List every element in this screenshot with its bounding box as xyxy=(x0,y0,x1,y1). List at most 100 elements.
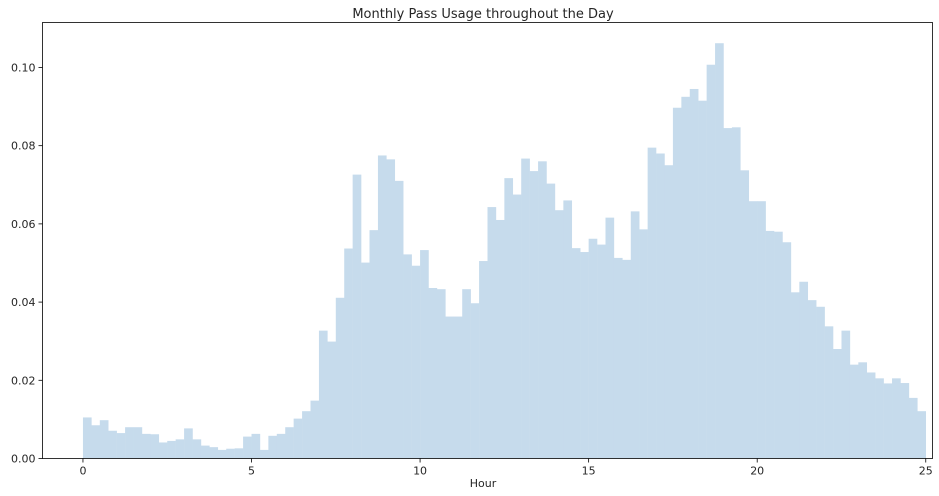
histogram-bar xyxy=(217,449,227,459)
histogram-bar xyxy=(757,201,766,459)
histogram-bar xyxy=(386,159,396,459)
plot-frame xyxy=(42,22,933,459)
histogram-bar xyxy=(917,411,927,459)
histogram-bar xyxy=(344,248,353,459)
histogram-bar xyxy=(420,250,429,459)
chart-title: Monthly Pass Usage throughout the Day xyxy=(352,7,614,22)
histogram-bar xyxy=(715,43,724,459)
histogram-bar xyxy=(799,281,809,459)
histogram-bar xyxy=(723,128,733,459)
histogram-bar xyxy=(335,297,345,459)
histogram-bar xyxy=(790,292,800,459)
histogram-bar xyxy=(125,427,134,459)
histogram-bar xyxy=(184,428,193,459)
histogram-bar xyxy=(428,288,438,459)
histogram-bar xyxy=(740,170,750,459)
histogram-bar xyxy=(639,229,648,459)
y-tick-label: 0.10 xyxy=(11,61,36,74)
histogram-bar xyxy=(605,217,615,459)
histogram-bar xyxy=(209,447,219,459)
histogram-bar xyxy=(276,433,286,459)
histogram-bar xyxy=(588,238,598,459)
x-tick-label: 20 xyxy=(750,465,764,478)
histogram-bar xyxy=(82,417,92,459)
histogram-bar xyxy=(681,96,691,459)
histogram-bar xyxy=(158,442,168,459)
histogram-bar xyxy=(529,171,539,459)
histogram-bar xyxy=(580,252,589,459)
histogram-bar xyxy=(900,383,910,459)
y-tick-label: 0.04 xyxy=(11,296,36,309)
histogram-bar xyxy=(234,448,244,459)
histogram-bar xyxy=(563,200,573,459)
histogram-bar xyxy=(512,194,522,459)
histogram-bar xyxy=(849,364,859,459)
histogram-bar xyxy=(394,180,404,459)
histogram-bar xyxy=(571,248,581,459)
y-tick-label: 0.08 xyxy=(11,140,36,153)
histogram-bar xyxy=(656,153,665,459)
x-tick-label: 25 xyxy=(919,465,933,478)
histogram-bar xyxy=(858,362,868,459)
histogram-bar xyxy=(613,257,623,459)
histogram-bar xyxy=(622,259,632,459)
histogram-bar xyxy=(453,316,463,459)
histogram-bar xyxy=(698,100,707,459)
histogram-bar xyxy=(875,378,884,459)
histogram-bar xyxy=(908,397,918,459)
x-tick-label: 15 xyxy=(582,465,596,478)
histogram-bar xyxy=(200,445,210,459)
histogram-bar xyxy=(883,383,893,459)
x-ticks-group: 0 5 10 15 20 25 xyxy=(79,458,933,478)
histogram-bar xyxy=(175,439,185,459)
histogram-bar xyxy=(672,107,682,459)
histogram-bar xyxy=(487,207,497,459)
histogram-bar xyxy=(369,230,379,459)
histogram-bar xyxy=(445,316,455,459)
histogram-bar xyxy=(108,430,117,459)
histogram-bar xyxy=(479,261,488,459)
x-tick-label: 5 xyxy=(248,465,255,478)
histogram-bar xyxy=(436,289,446,459)
histogram-bar xyxy=(774,231,783,459)
y-tick-label: 0.02 xyxy=(11,374,36,387)
histogram-bar xyxy=(293,418,303,459)
histogram-bar xyxy=(352,174,362,459)
histogram-bar xyxy=(824,326,834,459)
histogram-bar xyxy=(841,330,851,459)
histogram-bar xyxy=(192,439,202,459)
histogram-bar xyxy=(259,449,269,459)
histogram-bar xyxy=(630,211,640,459)
histogram-bar xyxy=(892,378,901,459)
histogram-bar xyxy=(377,155,387,459)
histogram-bar xyxy=(403,254,412,459)
histogram-bar xyxy=(141,433,151,459)
y-ticks-group: 0.00 0.02 0.04 0.06 0.08 0.10 xyxy=(11,61,43,466)
histogram-bar xyxy=(748,201,758,459)
y-tick-label: 0.06 xyxy=(11,218,36,231)
histogram-bar xyxy=(664,165,674,459)
x-tick-label: 10 xyxy=(413,465,427,478)
histogram-bar xyxy=(167,440,176,459)
histogram-bar xyxy=(116,433,126,459)
histogram-bar xyxy=(807,300,817,459)
histogram-bar xyxy=(597,244,606,459)
histogram-bar xyxy=(310,400,320,459)
histogram-bar xyxy=(521,158,530,459)
histogram-bar xyxy=(302,411,311,459)
histogram-bar xyxy=(833,349,842,459)
histogram-bar xyxy=(782,242,792,459)
histogram-bar xyxy=(538,161,547,459)
histogram-bar xyxy=(361,262,370,459)
histogram-bar xyxy=(243,436,252,459)
histogram-bar xyxy=(647,147,657,459)
histogram-bar xyxy=(226,448,235,459)
histogram-bar xyxy=(285,427,294,459)
histogram-bar xyxy=(133,427,143,459)
histogram-bar xyxy=(99,420,109,459)
histogram-bar xyxy=(816,306,825,459)
histogram-bar xyxy=(251,433,261,459)
histogram-bar xyxy=(150,434,160,459)
histogram-bar xyxy=(504,178,514,459)
